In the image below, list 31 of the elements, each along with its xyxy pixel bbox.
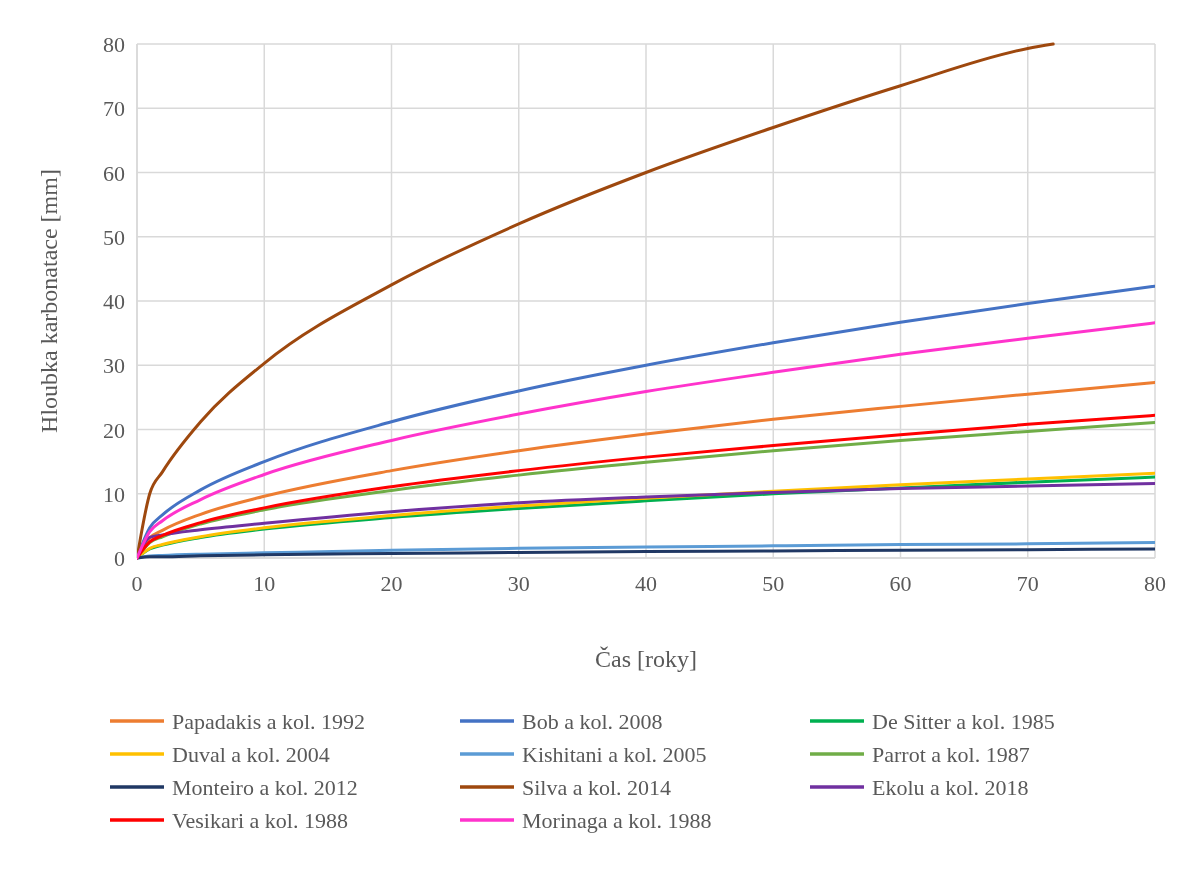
x-tick-label: 20 xyxy=(380,571,403,596)
y-tick-label: 40 xyxy=(103,289,125,314)
legend-label: Morinaga a kol. 1988 xyxy=(522,808,712,833)
y-tick-label: 0 xyxy=(114,546,125,571)
x-axis-title: Čas [roky] xyxy=(595,646,697,672)
legend-label: Monteiro a kol. 2012 xyxy=(172,775,358,800)
x-tick-label: 40 xyxy=(635,571,657,596)
x-tick-label: 0 xyxy=(131,571,143,596)
x-tick-label: 10 xyxy=(253,571,276,596)
y-tick-label: 70 xyxy=(103,96,125,122)
legend-label: Bob a kol. 2008 xyxy=(522,709,663,734)
legend-label: Ekolu a kol. 2018 xyxy=(872,775,1029,800)
legend-label: Silva a kol. 2014 xyxy=(522,775,672,800)
y-tick-label: 10 xyxy=(103,481,125,507)
legend-label: Kishitani a kol. 2005 xyxy=(522,742,707,767)
y-tick-label: 30 xyxy=(103,353,125,379)
x-tick-label: 80 xyxy=(1144,571,1166,596)
legend-label: De Sitter a kol. 1985 xyxy=(872,709,1055,734)
legend-label: Duval a kol. 2004 xyxy=(172,742,330,767)
y-tick-label: 50 xyxy=(103,224,125,250)
x-tick-label: 60 xyxy=(889,571,912,596)
y-tick-label: 60 xyxy=(103,160,125,186)
legend-label: Papadakis a kol. 1992 xyxy=(172,709,366,734)
legend-label: Vesikari a kol. 1988 xyxy=(172,808,348,833)
x-tick-label: 70 xyxy=(1016,571,1039,596)
y-tick-label: 80 xyxy=(103,32,125,57)
legend-label: Parrot a kol. 1987 xyxy=(872,742,1030,767)
x-tick-label: 50 xyxy=(762,571,785,596)
x-tick-label: 30 xyxy=(507,571,530,596)
y-tick-label: 20 xyxy=(103,417,125,443)
y-axis-title: Hloubka karbonatace [mm] xyxy=(36,169,62,433)
